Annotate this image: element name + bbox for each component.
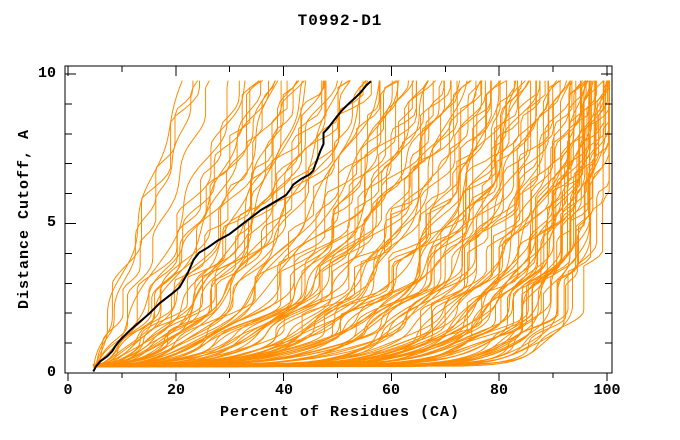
model-curve xyxy=(99,80,610,365)
model-curve xyxy=(92,80,526,366)
x-tick-label-20: 20 xyxy=(166,382,185,399)
model-curve xyxy=(94,80,472,365)
model-curve xyxy=(95,80,610,367)
model-curve xyxy=(99,80,458,365)
model-curve xyxy=(97,80,610,366)
model-curve xyxy=(95,80,262,367)
chart-title: T0992-D1 xyxy=(297,12,383,30)
model-curve xyxy=(95,80,381,366)
model-curve xyxy=(95,80,571,368)
model-curve xyxy=(94,80,399,367)
model-curve xyxy=(96,80,307,367)
model-curve xyxy=(98,80,546,367)
model-curve xyxy=(98,80,445,367)
model-curve xyxy=(99,80,610,365)
model-curve xyxy=(99,80,367,368)
model-curve xyxy=(94,80,246,366)
model-curve xyxy=(95,80,598,367)
model-curve xyxy=(93,80,326,365)
model-curve xyxy=(95,80,573,365)
model-curve xyxy=(95,80,541,367)
model-curve xyxy=(94,80,324,367)
model-curve xyxy=(94,80,541,366)
model-curve xyxy=(97,80,429,368)
model-curve xyxy=(93,80,200,367)
model-curve xyxy=(97,80,443,366)
model-curve xyxy=(94,80,276,367)
model-curve xyxy=(94,80,582,368)
model-curve xyxy=(93,80,500,365)
model-curve xyxy=(96,80,596,365)
model-curve xyxy=(98,80,595,368)
model-curve xyxy=(94,80,609,368)
model-curve xyxy=(93,80,508,366)
model-curve xyxy=(94,80,483,366)
model-curve xyxy=(95,80,351,365)
model-curve xyxy=(95,80,530,368)
model-curve xyxy=(94,80,461,367)
model-curve xyxy=(98,80,568,366)
model-curve xyxy=(95,80,372,366)
model-curve xyxy=(97,80,605,366)
x-tick-label-60: 60 xyxy=(381,382,400,399)
x-tick-label-100: 100 xyxy=(593,382,621,399)
x-axis-label: Percent of Residues (CA) xyxy=(219,404,461,421)
model-curve xyxy=(97,80,561,366)
model-curve xyxy=(98,80,562,367)
model-curve xyxy=(97,80,537,366)
model-curve xyxy=(96,80,210,368)
model-curve xyxy=(97,80,610,367)
model-curve xyxy=(98,80,262,365)
model-curve xyxy=(95,80,269,367)
y-tick-label-10: 10 xyxy=(37,65,56,82)
model-curve xyxy=(95,80,486,366)
model-curve xyxy=(95,80,589,366)
model-curve xyxy=(97,80,502,367)
y-tick-label-5: 5 xyxy=(46,214,56,231)
model-curve xyxy=(97,80,339,367)
model-curve xyxy=(95,80,199,366)
plot-border xyxy=(64,65,613,374)
model-curve xyxy=(93,80,482,366)
model-curve xyxy=(97,80,515,367)
model-curve xyxy=(93,80,549,367)
model-curve xyxy=(95,80,194,366)
model-curve xyxy=(93,80,279,365)
model-curve xyxy=(94,80,417,368)
model-curve xyxy=(98,80,325,366)
model-curve xyxy=(92,80,303,366)
model-curve xyxy=(98,80,594,366)
model-curve xyxy=(94,80,260,366)
x-tick-label-40: 40 xyxy=(274,382,293,399)
model-curve xyxy=(99,80,531,366)
model-curve xyxy=(99,80,573,367)
x-tick-label-0: 0 xyxy=(63,382,73,399)
model-curve xyxy=(92,80,451,366)
model-curve xyxy=(98,80,608,366)
x-tick-label-80: 80 xyxy=(489,382,508,399)
model-curve xyxy=(99,80,350,367)
model-curve xyxy=(96,80,610,366)
model-curve xyxy=(93,80,300,366)
model-curve xyxy=(98,80,610,366)
model-curve xyxy=(95,80,604,367)
model-curve xyxy=(94,80,581,366)
model-curve xyxy=(94,80,429,366)
model-curve xyxy=(96,80,369,368)
highlighted-curve xyxy=(92,80,372,372)
model-curve xyxy=(95,80,607,367)
model-curve xyxy=(93,80,610,365)
y-tick-label-0: 0 xyxy=(46,364,56,381)
